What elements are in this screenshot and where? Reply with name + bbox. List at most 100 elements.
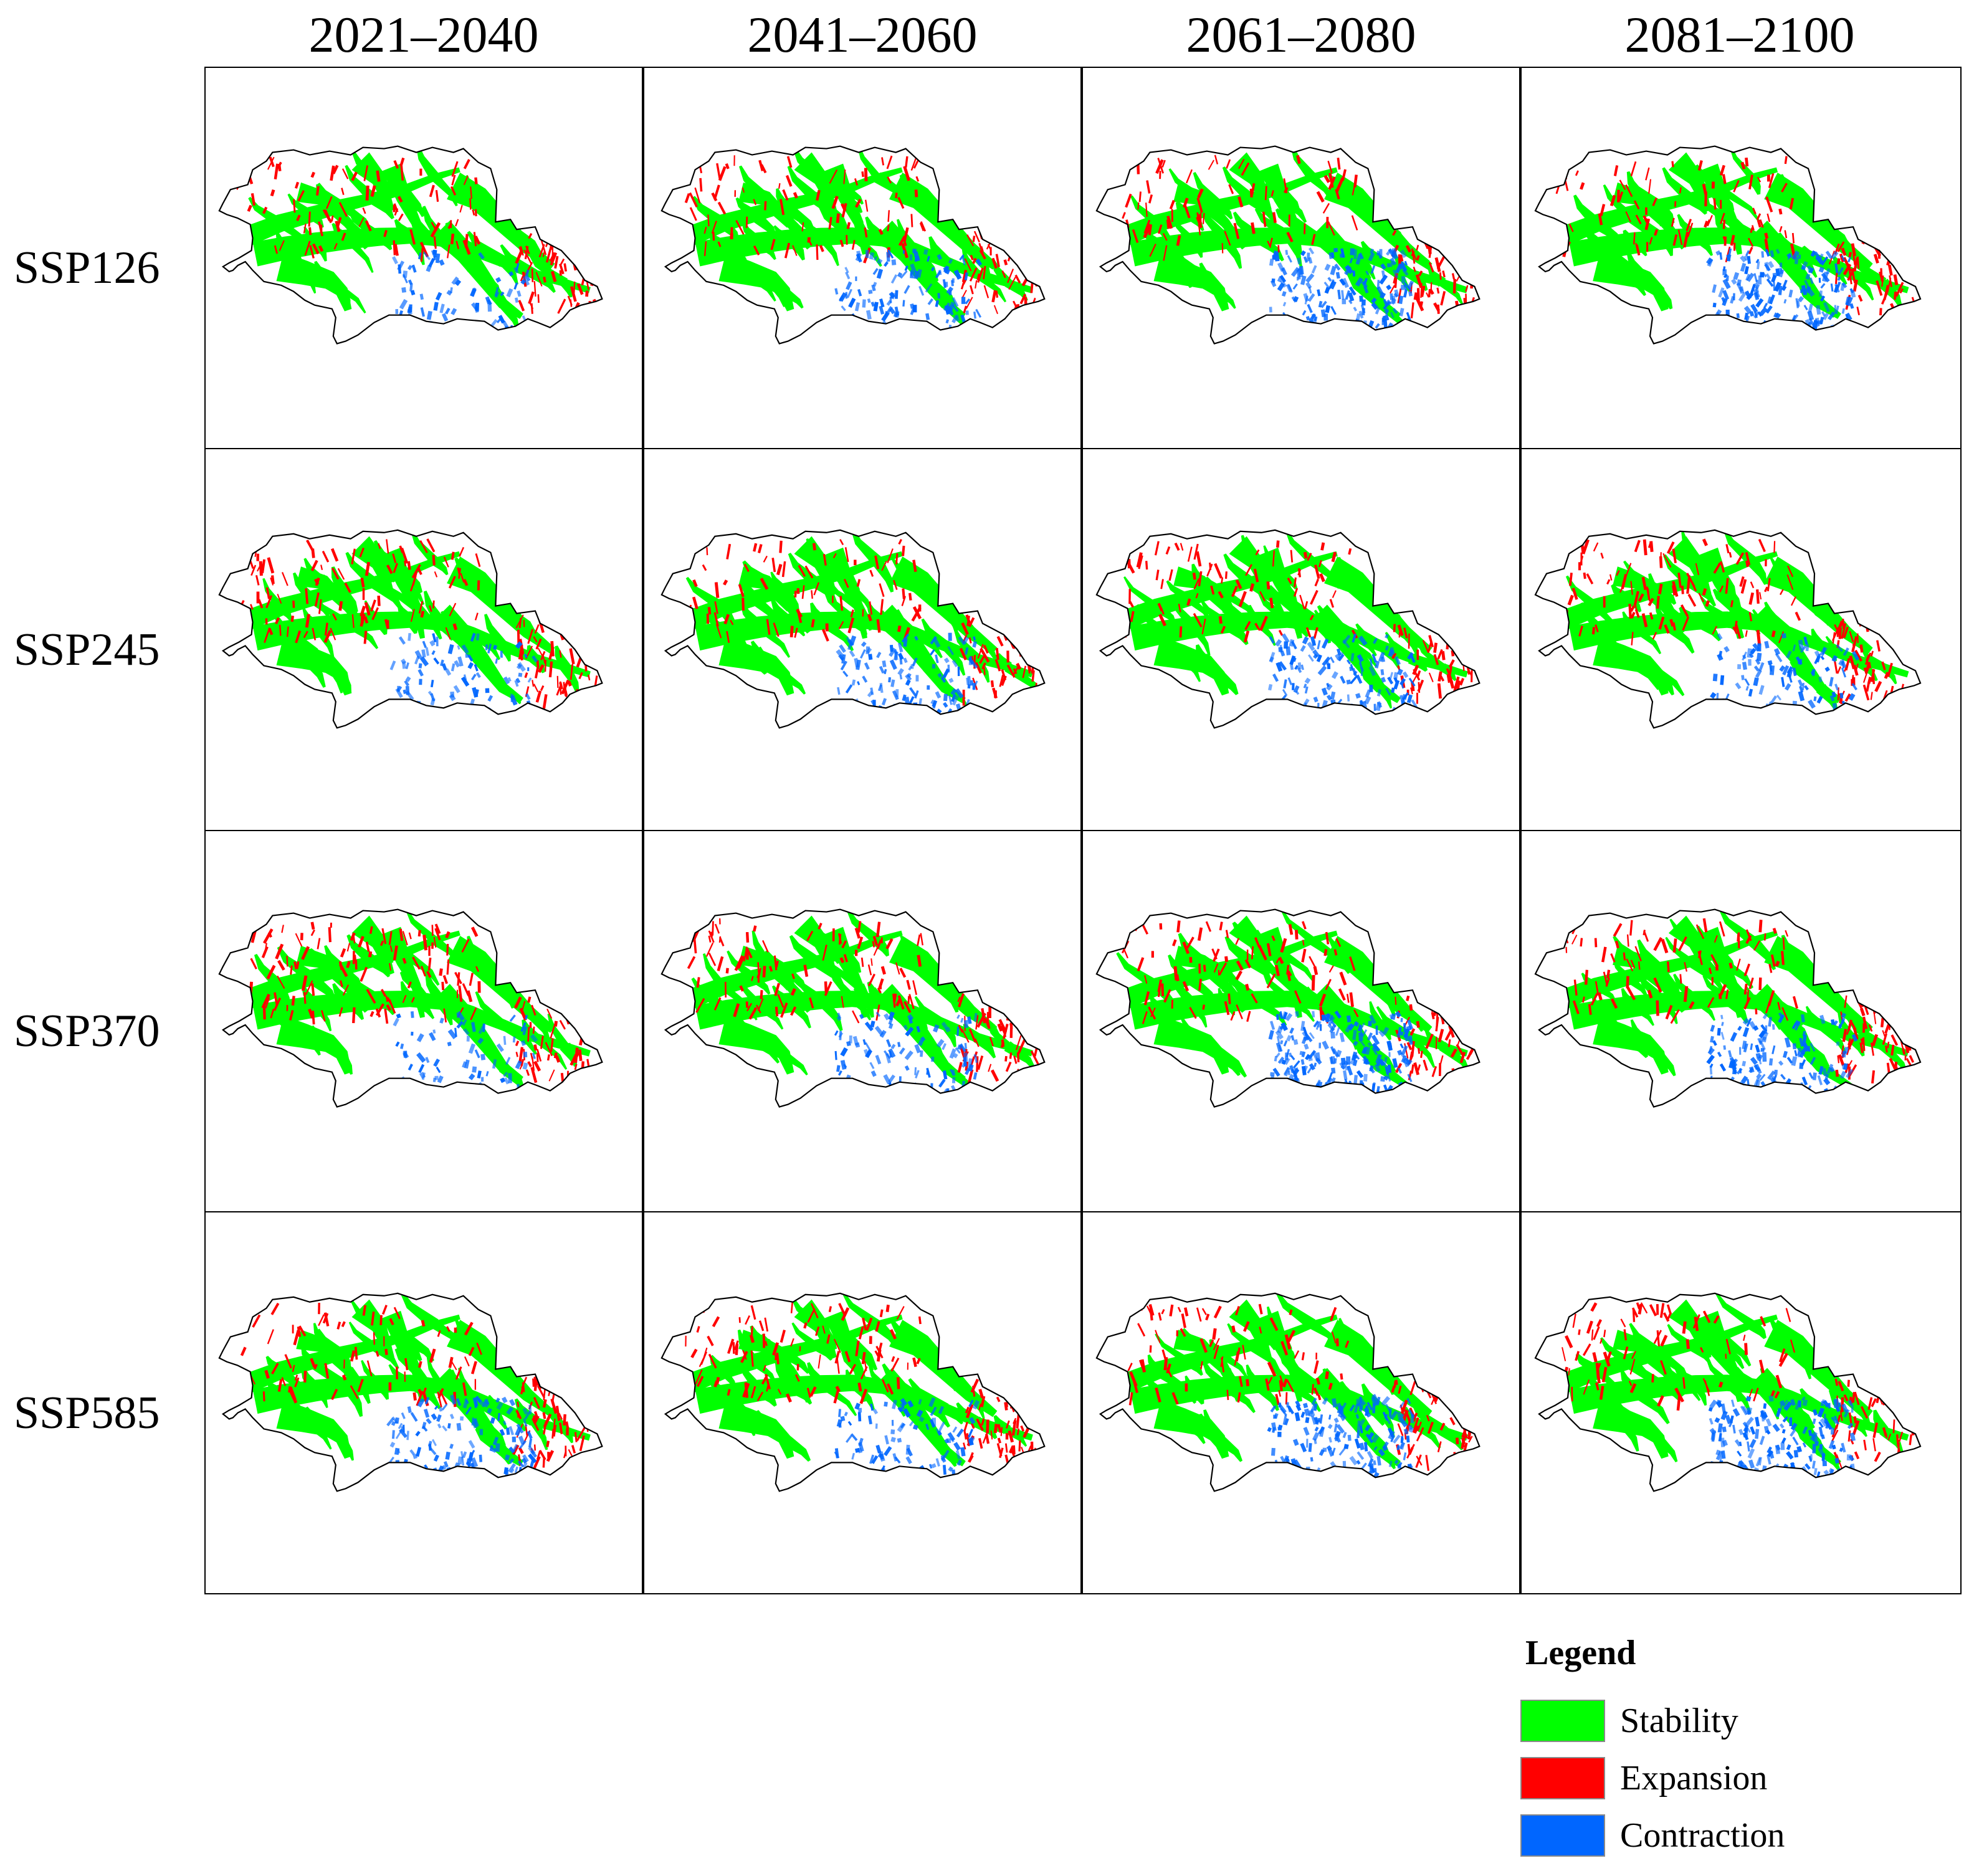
contraction-patch [530,1034,538,1042]
expansion-fleck [1730,600,1734,607]
contraction-patch [909,254,913,260]
expansion-fleck [267,1329,274,1345]
expansion-fleck [838,621,844,629]
expansion-fleck [1035,693,1039,701]
contraction-patch [890,274,898,284]
expansion-fleck [363,165,369,181]
contraction-patch [1758,1030,1767,1039]
expansion-fleck [1452,1001,1457,1015]
stability-branch [311,1025,345,1059]
contraction-patch [1355,277,1363,287]
contraction-patch [1367,1042,1372,1047]
stability-branch [1805,1006,1824,1028]
contraction-patch [1361,299,1366,306]
expansion-fleck [1856,307,1860,316]
contraction-patch [1783,321,1788,331]
contraction-patch [1371,654,1377,663]
expansion-fleck [476,1342,482,1355]
expansion-fleck [766,1384,770,1392]
stability-branch [1232,921,1261,948]
contraction-patch [1313,1020,1319,1028]
contraction-patch [844,267,849,274]
expansion-fleck [687,956,696,969]
expansion-fleck [451,174,456,186]
contraction-patch [1719,1063,1727,1072]
contraction-patch [1279,661,1287,671]
stability-branch [940,983,959,1013]
contraction-patch [1353,1075,1358,1085]
expansion-fleck [1416,649,1419,660]
stability-branch [1327,174,1360,204]
contraction-patch [1304,327,1309,338]
expansion-fleck [1244,621,1251,631]
expansion-fleck [1902,242,1909,255]
expansion-fleck [1626,958,1634,972]
contraction-patch [465,654,469,658]
expansion-fleck [275,617,280,624]
contraction-patch [1356,1070,1364,1078]
stability-branch [740,978,763,1009]
contraction-patch [1409,1088,1415,1096]
contraction-patch [887,306,893,313]
contraction-patch [916,1409,923,1417]
contraction-patch [1750,1087,1753,1097]
expansion-fleck [1219,921,1223,931]
expansion-fleck [887,176,892,184]
contraction-patch [1305,1054,1310,1060]
contraction-patch [1324,264,1331,271]
contraction-patch [1386,1074,1391,1082]
expansion-fleck [1438,671,1442,682]
expansion-fleck [983,265,986,280]
expansion-fleck [352,1007,356,1024]
expansion-fleck [1440,291,1446,306]
contraction-patch [1845,296,1853,307]
expansion-fleck [331,1388,338,1401]
contraction-patch [938,1421,945,1431]
contraction-patch [1350,711,1353,716]
contraction-patch [1744,678,1750,686]
expansion-fleck [320,564,323,571]
contraction-patch [1725,693,1730,700]
contraction-patch [1843,1063,1848,1070]
expansion-fleck [1634,609,1640,618]
contraction-patch [1731,279,1737,285]
contraction-patch [967,684,971,689]
contraction-patch [1289,1027,1295,1034]
contraction-patch [1765,273,1771,280]
expansion-fleck [779,199,785,216]
expansion-fleck [1873,254,1879,264]
contraction-patch [894,649,898,654]
expansion-fleck [903,1001,912,1014]
expansion-fleck [790,988,796,996]
expansion-fleck [286,956,288,967]
contraction-patch [433,1454,439,1462]
expansion-fleck [1710,954,1719,968]
contraction-patch [851,1433,858,1441]
contraction-patch [1847,257,1852,263]
expansion-fleck [1433,642,1438,653]
expansion-fleck [1019,1012,1021,1028]
contraction-patch [1390,257,1397,266]
stability-branch [454,557,482,587]
expansion-fleck [996,1424,1003,1433]
expansion-fleck [1017,1038,1026,1054]
contraction-patch [1296,1085,1302,1093]
contraction-patch [1330,1031,1335,1039]
expansion-fleck [867,614,872,622]
expansion-fleck [1658,583,1663,594]
stability-branch [1216,288,1236,309]
contraction-patch [1823,302,1830,313]
expansion-fleck [277,959,285,971]
expansion-fleck [1182,941,1190,955]
expansion-fleck [1338,988,1346,1001]
expansion-fleck [1420,283,1423,298]
expansion-fleck [1130,611,1135,622]
contraction-patch [1740,262,1747,272]
expansion-fleck [447,222,453,229]
contraction-patch [1756,652,1762,662]
contraction-patch [1380,677,1386,683]
expansion-fleck [1863,667,1868,674]
contraction-patch [479,1429,484,1436]
stability-branch [382,578,419,611]
contraction-patch [1274,703,1280,713]
